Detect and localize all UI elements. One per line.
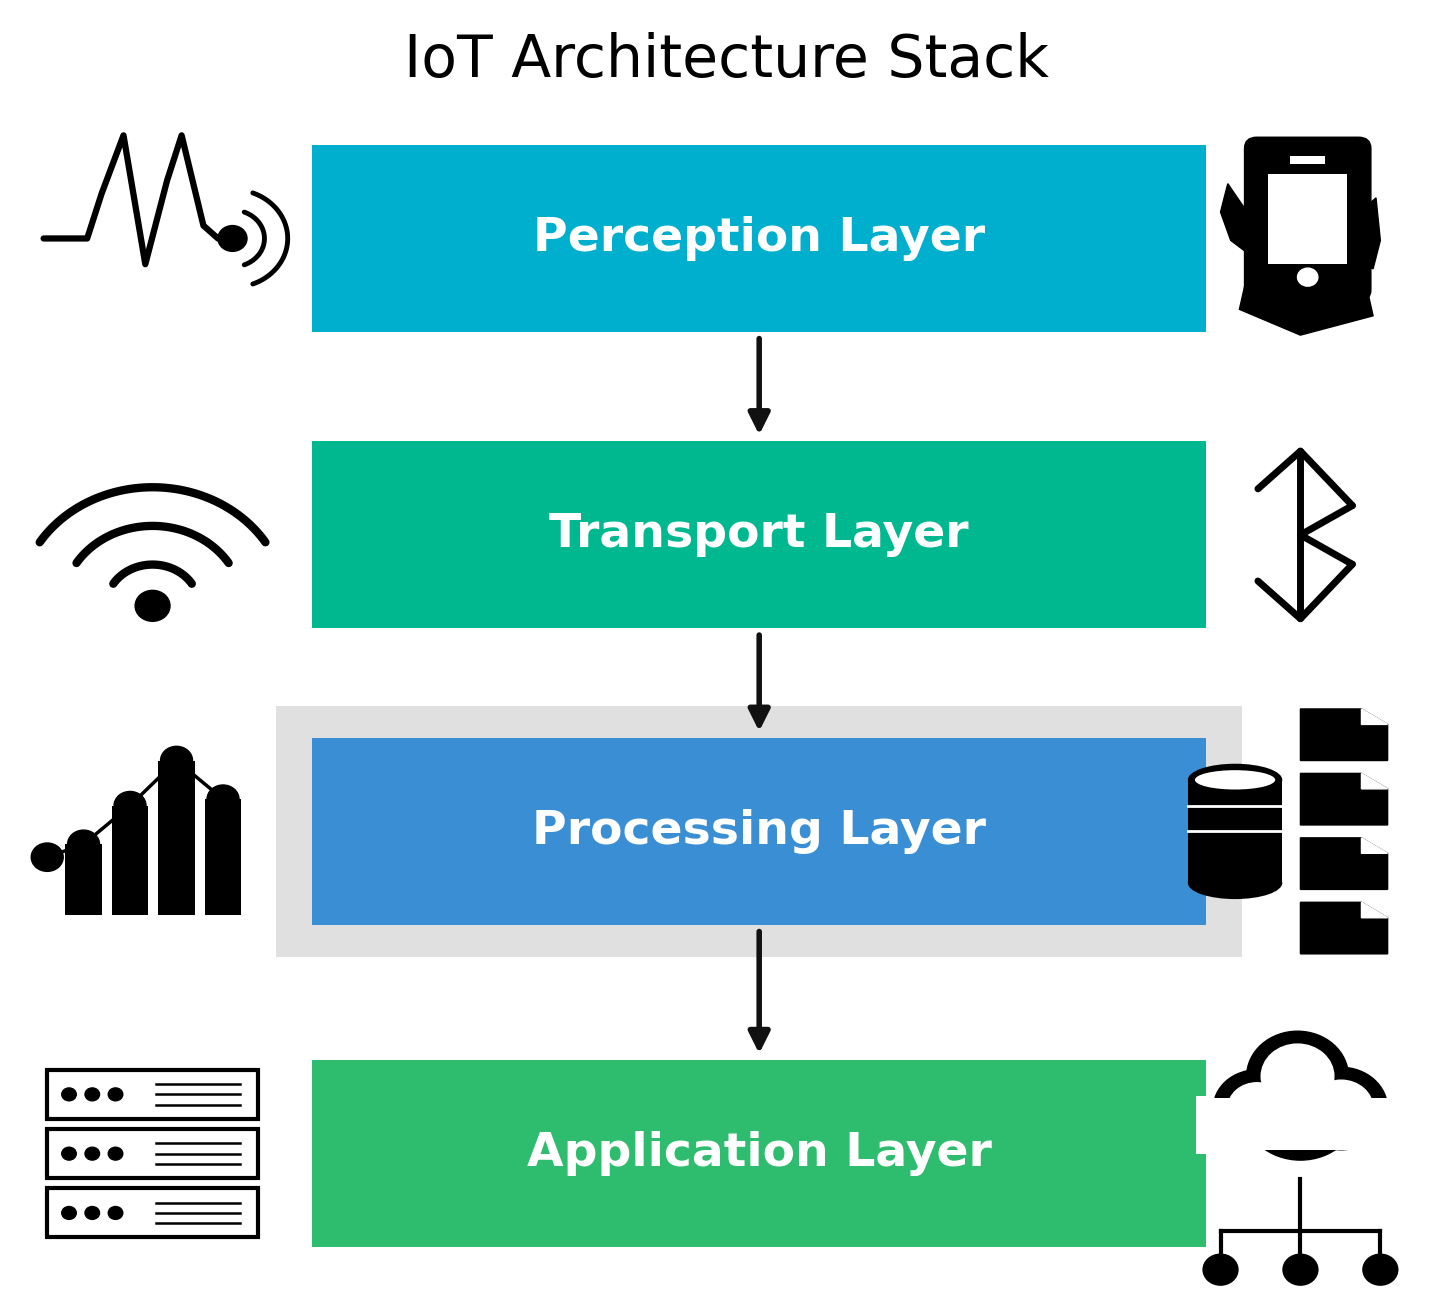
Polygon shape <box>1239 284 1373 335</box>
Bar <box>65 844 102 915</box>
Circle shape <box>1228 1083 1286 1134</box>
Ellipse shape <box>1187 763 1282 797</box>
Circle shape <box>135 590 170 621</box>
Polygon shape <box>1361 773 1388 789</box>
FancyBboxPatch shape <box>312 146 1206 333</box>
FancyBboxPatch shape <box>312 737 1206 926</box>
Circle shape <box>1298 268 1318 286</box>
Polygon shape <box>1300 838 1388 889</box>
FancyBboxPatch shape <box>312 441 1206 629</box>
Circle shape <box>84 1088 99 1101</box>
Bar <box>1268 174 1347 264</box>
Bar <box>205 799 241 915</box>
Circle shape <box>208 785 240 813</box>
Text: Perception Layer: Perception Layer <box>533 217 985 260</box>
Polygon shape <box>1221 184 1264 255</box>
Circle shape <box>1242 1057 1359 1160</box>
Polygon shape <box>1300 902 1388 954</box>
Circle shape <box>61 1147 76 1160</box>
Circle shape <box>31 843 62 871</box>
Circle shape <box>1309 1080 1373 1137</box>
Bar <box>1196 1096 1405 1154</box>
Circle shape <box>1295 1067 1388 1150</box>
FancyBboxPatch shape <box>276 706 1242 956</box>
Bar <box>46 1129 257 1178</box>
Text: Application Layer: Application Layer <box>527 1132 991 1176</box>
Polygon shape <box>1361 902 1388 918</box>
Circle shape <box>160 746 192 775</box>
Circle shape <box>1257 1070 1344 1147</box>
Bar <box>1206 1098 1395 1150</box>
Circle shape <box>1247 1031 1348 1121</box>
Bar <box>46 1070 257 1119</box>
Polygon shape <box>1351 199 1380 269</box>
Polygon shape <box>1300 773 1388 825</box>
FancyBboxPatch shape <box>312 1060 1206 1248</box>
Text: Processing Layer: Processing Layer <box>532 809 987 853</box>
Circle shape <box>218 226 247 251</box>
Polygon shape <box>1300 709 1388 761</box>
Circle shape <box>61 1088 76 1101</box>
Bar <box>1290 156 1325 164</box>
Circle shape <box>84 1147 99 1160</box>
Text: IoT Architecture Stack: IoT Architecture Stack <box>404 32 1049 89</box>
Circle shape <box>108 1147 122 1160</box>
Ellipse shape <box>1187 866 1282 900</box>
Circle shape <box>1363 1254 1398 1285</box>
Circle shape <box>1261 1044 1334 1109</box>
Circle shape <box>1283 1254 1318 1285</box>
Circle shape <box>67 830 99 858</box>
Circle shape <box>108 1207 122 1219</box>
Ellipse shape <box>1194 771 1276 789</box>
Polygon shape <box>1361 709 1388 724</box>
Circle shape <box>1203 1254 1238 1285</box>
Circle shape <box>113 791 145 820</box>
Circle shape <box>84 1207 99 1219</box>
Polygon shape <box>1361 838 1388 853</box>
Bar <box>158 761 195 915</box>
FancyBboxPatch shape <box>1245 138 1370 300</box>
Circle shape <box>61 1207 76 1219</box>
Bar <box>112 806 148 915</box>
Circle shape <box>108 1088 122 1101</box>
Bar <box>46 1188 257 1237</box>
Circle shape <box>1213 1070 1300 1147</box>
Bar <box>1189 780 1283 883</box>
Text: Transport Layer: Transport Layer <box>549 513 969 557</box>
